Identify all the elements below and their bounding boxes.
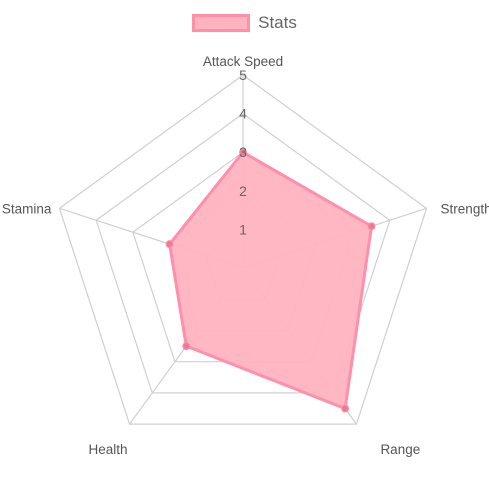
series-area[interactable] bbox=[167, 150, 374, 411]
legend-label: Stats bbox=[258, 13, 297, 32]
tick-label: 5 bbox=[239, 67, 247, 83]
grid-ring-5 bbox=[58, 74, 428, 425]
axis-label: Strength bbox=[441, 201, 489, 216]
legend[interactable]: Stats bbox=[0, 10, 489, 36]
data-point[interactable] bbox=[367, 222, 376, 231]
tick-label: 3 bbox=[239, 144, 247, 160]
axis-label: Range bbox=[380, 442, 420, 457]
data-point[interactable] bbox=[239, 148, 247, 157]
legend-swatch bbox=[192, 14, 251, 32]
axis-label: Health bbox=[89, 442, 128, 457]
tick-label: 1 bbox=[239, 221, 247, 237]
radar-tick-labels: 1 2 3 4 5 bbox=[239, 67, 247, 237]
radar-points bbox=[165, 148, 376, 413]
radar-series-group bbox=[167, 150, 374, 411]
data-point[interactable] bbox=[341, 404, 350, 413]
axis-label: Stamina bbox=[2, 201, 52, 216]
data-point[interactable] bbox=[165, 240, 174, 249]
tick-label: 4 bbox=[239, 106, 247, 122]
radar-axis-labels: Attack Speed Strength Range Health Stamina bbox=[2, 54, 489, 457]
data-point[interactable] bbox=[182, 342, 191, 351]
grid-ring-4 bbox=[95, 112, 391, 394]
axis-label: Attack Speed bbox=[203, 54, 283, 69]
tick-label: 2 bbox=[239, 183, 247, 199]
